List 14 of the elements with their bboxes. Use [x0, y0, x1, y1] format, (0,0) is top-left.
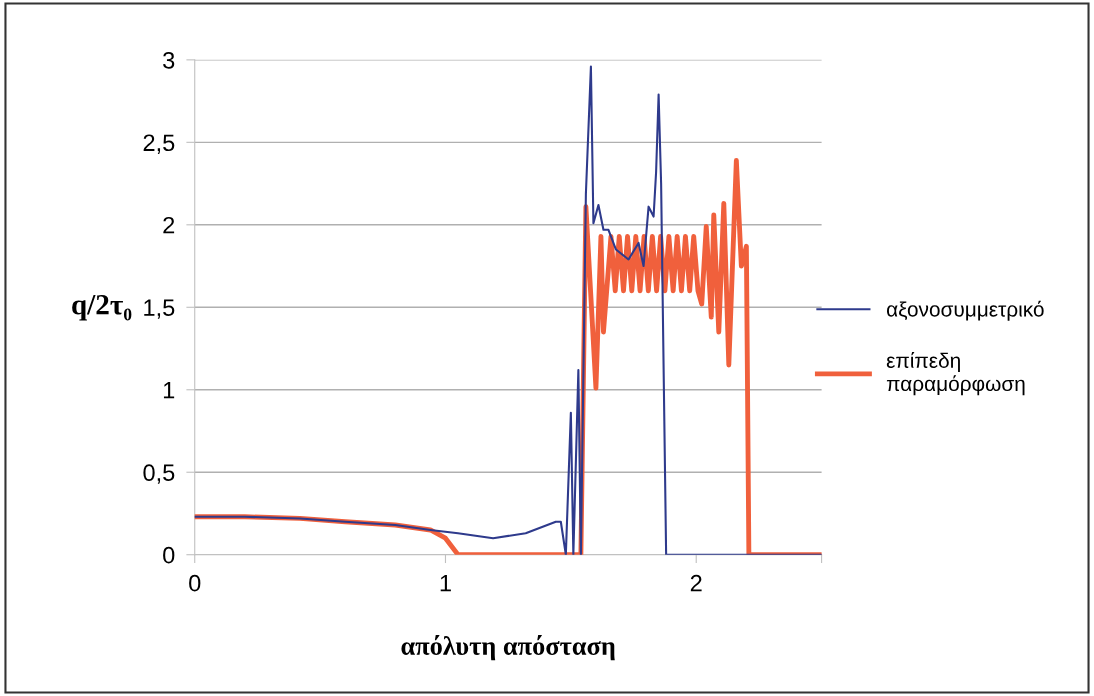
y-tick-label: 3	[163, 51, 175, 69]
legend-label: επίπεδη παραμόρφωση	[886, 352, 1025, 396]
y-tick-label: 1,5	[144, 299, 175, 319]
y-tick-label: 2,5	[143, 134, 175, 154]
y-axis-title: q/2τ₀	[72, 294, 132, 321]
y-tick-label: 2	[163, 216, 175, 234]
x-tick-label: 0	[189, 574, 201, 592]
x-tick-label: 1	[440, 575, 451, 592]
legend-label: αξονοσυμμετρικό	[887, 300, 1044, 321]
y-tick-label: 1	[163, 382, 175, 399]
x-tick-label: 2	[690, 574, 702, 592]
y-tick-label: 0	[163, 546, 175, 564]
y-tick-label: 0,5	[143, 464, 175, 484]
x-axis-title: απόλυτη απόσταση	[401, 635, 615, 661]
